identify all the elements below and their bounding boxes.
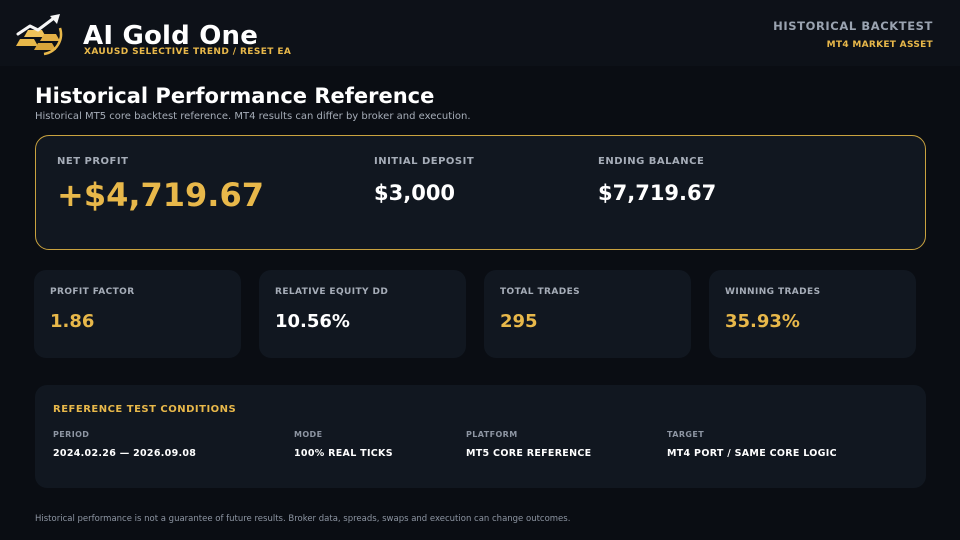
- condition-platform: PLATFORM MT5 CORE REFERENCE: [466, 430, 591, 459]
- report-type-label: HISTORICAL BACKTEST: [773, 19, 933, 33]
- condition-label: PERIOD: [53, 430, 90, 439]
- stat-label: RELATIVE EQUITY DD: [275, 287, 389, 297]
- stat-value: 295: [500, 311, 538, 332]
- net-profit-value: +$4,719.67: [57, 176, 264, 214]
- ending-balance-block: ENDING BALANCE $7,719.67: [598, 156, 716, 205]
- stat-card-profit-factor: PROFIT FACTOR 1.86: [34, 270, 241, 358]
- condition-target: TARGET MT4 PORT / SAME CORE LOGIC: [667, 430, 837, 459]
- net-profit-block: NET PROFIT +$4,719.67: [57, 156, 264, 214]
- conditions-title: REFERENCE TEST CONDITIONS: [53, 404, 237, 415]
- app-title: AI Gold One: [83, 21, 259, 51]
- initial-deposit-block: INITIAL DEPOSIT $3,000: [374, 156, 474, 205]
- stat-value: 10.56%: [275, 311, 350, 332]
- ending-balance-value: $7,719.67: [598, 181, 717, 205]
- hero-summary-card: NET PROFIT +$4,719.67 INITIAL DEPOSIT $3…: [35, 135, 926, 250]
- initial-deposit-label: INITIAL DEPOSIT: [374, 156, 475, 167]
- condition-value: MT4 PORT / SAME CORE LOGIC: [667, 448, 837, 459]
- condition-value: 2024.02.26 — 2026.09.08: [53, 448, 197, 459]
- condition-period: PERIOD 2024.02.26 — 2026.09.08: [53, 430, 196, 459]
- condition-value: MT5 CORE REFERENCE: [466, 448, 592, 459]
- top-header-bar: AI Gold One XAUUSD SELECTIVE TREND / RES…: [0, 0, 960, 66]
- stat-card-winning-trades: WINNING TRADES 35.93%: [709, 270, 916, 358]
- condition-value: 100% REAL TICKS: [294, 448, 393, 459]
- condition-label: TARGET: [667, 430, 705, 439]
- stat-card-relative-equity-dd: RELATIVE EQUITY DD 10.56%: [259, 270, 466, 358]
- app-subtitle: XAUUSD SELECTIVE TREND / RESET EA: [84, 47, 292, 57]
- condition-label: PLATFORM: [466, 430, 518, 439]
- condition-mode: MODE 100% REAL TICKS: [294, 430, 393, 459]
- ending-balance-label: ENDING BALANCE: [598, 156, 705, 167]
- asset-type-label: MT4 MARKET ASSET: [826, 40, 933, 50]
- net-profit-label: NET PROFIT: [57, 156, 129, 167]
- disclaimer-text: Historical performance is not a guarante…: [35, 514, 571, 524]
- page-subtitle: Historical MT5 core backtest reference. …: [35, 111, 471, 122]
- stat-value: 35.93%: [725, 311, 800, 332]
- stat-label: WINNING TRADES: [725, 287, 821, 297]
- condition-label: MODE: [294, 430, 323, 439]
- initial-deposit-value: $3,000: [374, 181, 456, 205]
- gold-bars-arrow-icon: [16, 14, 63, 56]
- stat-value: 1.86: [50, 311, 95, 332]
- page-title: Historical Performance Reference: [35, 84, 435, 108]
- stat-label: TOTAL TRADES: [500, 287, 580, 297]
- test-conditions-card: REFERENCE TEST CONDITIONS PERIOD 2024.02…: [35, 385, 926, 488]
- stat-card-total-trades: TOTAL TRADES 295: [484, 270, 691, 358]
- stat-label: PROFIT FACTOR: [50, 287, 135, 297]
